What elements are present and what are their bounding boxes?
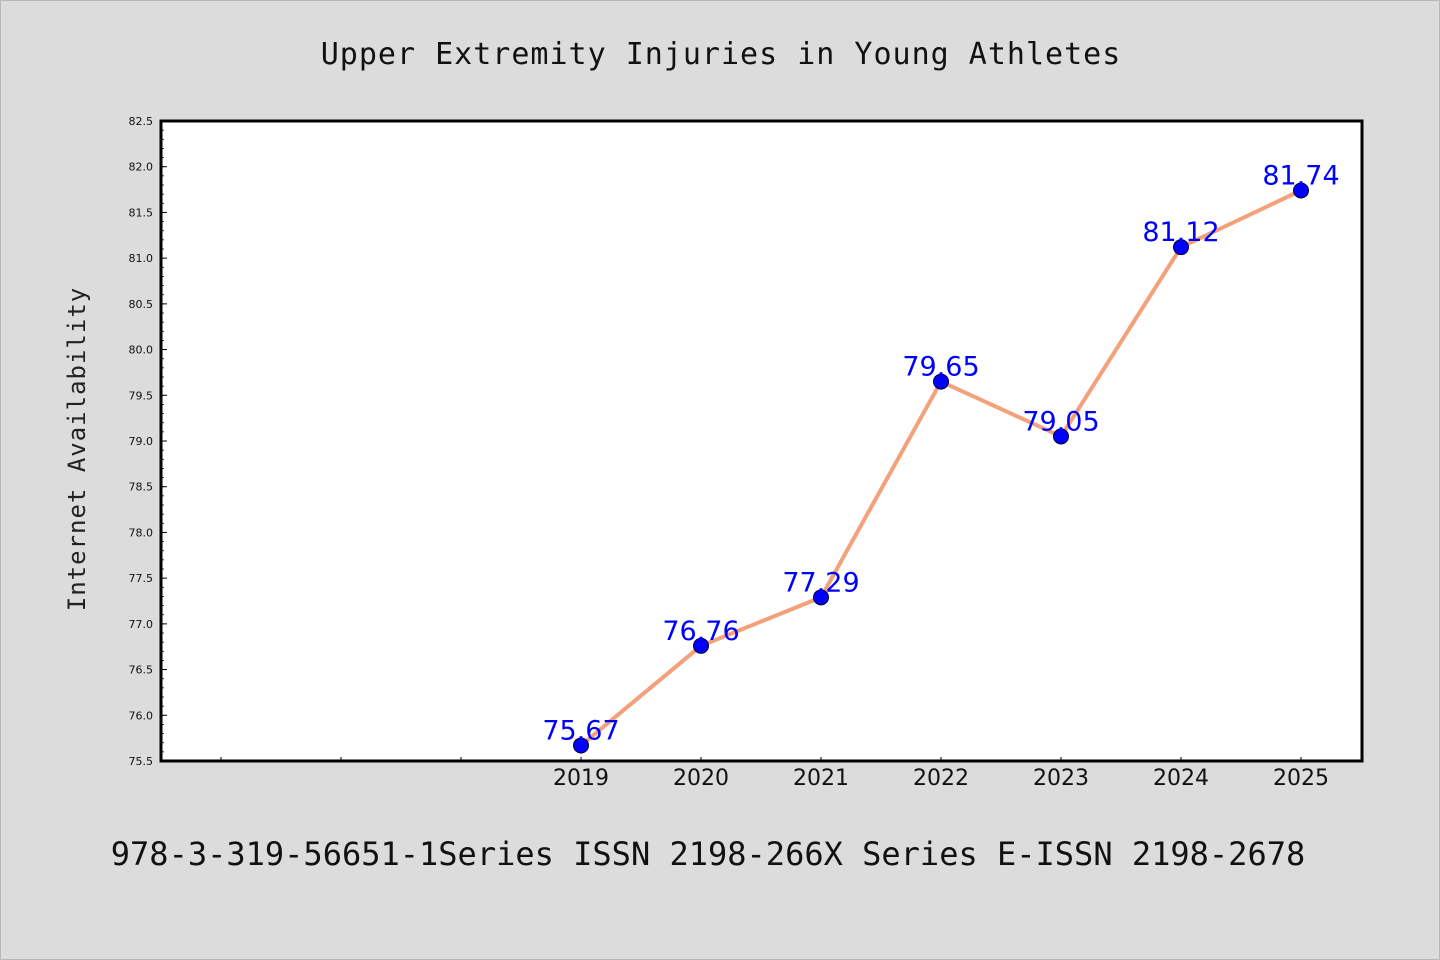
data-label: 81.74 <box>1262 160 1339 191</box>
y-tick-label: 77.5 <box>129 572 154 585</box>
chart-title: Upper Extremity Injuries in Young Athlet… <box>321 37 1122 72</box>
y-tick-label: 81.0 <box>129 252 154 265</box>
x-tick-label: 2025 <box>1273 766 1329 791</box>
y-tick-label: 80.0 <box>129 344 154 357</box>
y-axis-label: Internet Availability <box>63 287 91 611</box>
data-label: 79.65 <box>902 352 979 383</box>
data-label: 81.12 <box>1142 217 1219 248</box>
x-tick-label: 2024 <box>1153 766 1209 791</box>
footer-isbn-text: 978-3-319-56651-1Series ISSN 2198-266X S… <box>111 835 1305 873</box>
y-tick-label: 79.5 <box>129 389 154 402</box>
x-tick-label: 2021 <box>793 766 849 791</box>
plot-area <box>159 119 1364 763</box>
data-label: 79.05 <box>1022 406 1099 437</box>
data-point <box>693 637 709 654</box>
data-point <box>1293 182 1309 199</box>
data-point <box>573 737 589 754</box>
y-tick-label: 77.0 <box>129 618 154 631</box>
y-tick-label: 76.0 <box>129 709 154 722</box>
y-tick-label: 81.5 <box>129 206 154 219</box>
y-tick-label: 76.5 <box>129 664 154 677</box>
y-axis: 75.5 76.0 76.5 77.0 77.5 78.0 78.5 79.0 79.5 80.0… <box>129 115 167 768</box>
data-label: 75.67 <box>542 715 619 746</box>
x-tick-label: 2023 <box>1033 766 1089 791</box>
data-point <box>813 589 829 606</box>
x-tick-label: 2020 <box>673 766 729 791</box>
series-layer: 75.67 76.76 77.29 79.65 79.05 81.12 81.74 <box>542 160 1340 754</box>
y-tick-label: 79.0 <box>129 435 154 448</box>
data-label: 77.29 <box>782 567 859 598</box>
y-tick-label: 82.5 <box>129 115 154 128</box>
y-tick-label: 82.0 <box>129 161 154 174</box>
y-tick-label: 78.5 <box>129 481 154 494</box>
data-point <box>1173 239 1189 256</box>
data-label: 76.76 <box>662 616 739 647</box>
data-point <box>1053 428 1069 445</box>
y-tick-label: 80.5 <box>129 298 154 311</box>
data-point <box>933 373 949 390</box>
x-axis: 2019 2020 2021 2022 2023 2024 2025 <box>220 757 1329 791</box>
y-tick-label: 75.5 <box>129 755 154 768</box>
x-tick-label: 2019 <box>553 766 609 791</box>
x-tick-label: 2022 <box>913 766 969 791</box>
y-tick-label: 78.0 <box>129 526 154 539</box>
